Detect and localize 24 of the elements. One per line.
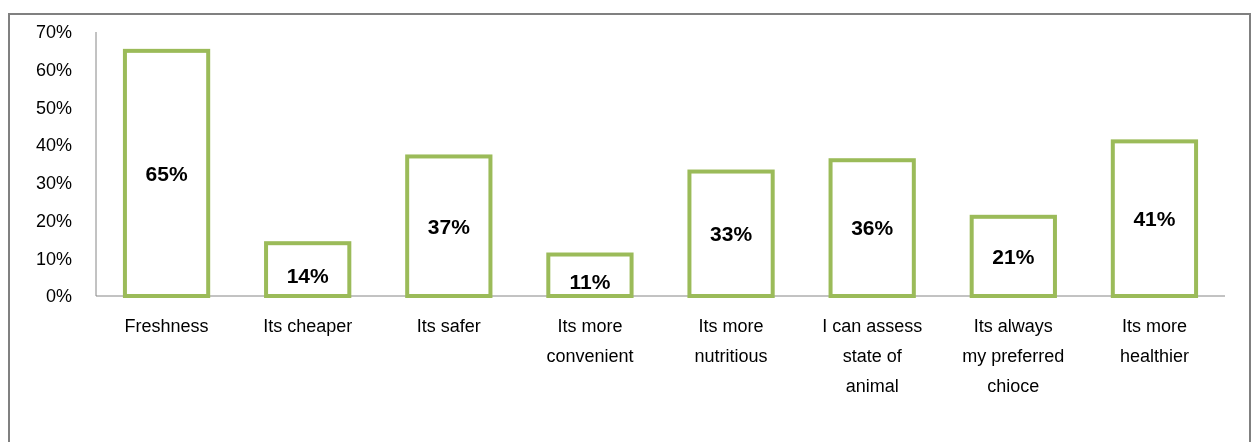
x-tick-label: Its more healthier: [1119, 316, 1189, 366]
y-tick-label: 30%: [35, 173, 72, 194]
x-tick-label: Its safer: [416, 316, 481, 336]
x-tick-label: I can assess state of animal: [822, 316, 923, 396]
x-tick-label: Its always my preferred chioce: [962, 316, 1065, 396]
x-tick-label: Its more convenient: [546, 316, 634, 366]
data-label: 21%: [992, 244, 1035, 268]
y-tick-label: 60%: [35, 60, 72, 81]
data-label: 37%: [427, 214, 471, 238]
x-tick-label: Its more nutritious: [694, 316, 768, 366]
y-tick-label: 40%: [35, 135, 72, 156]
x-tick-label: Freshness: [124, 316, 209, 336]
data-label: 36%: [851, 216, 894, 240]
data-label: 33%: [710, 222, 753, 246]
y-tick-label: 20%: [35, 210, 72, 231]
data-label: 14%: [286, 263, 330, 287]
data-label: 65%: [145, 161, 188, 185]
y-tick-label: 70%: [35, 22, 72, 43]
data-label: 11%: [569, 269, 611, 293]
x-tick-label: Its cheaper: [263, 316, 353, 336]
y-tick-label: 50%: [35, 97, 72, 118]
y-tick-label: 10%: [35, 248, 72, 269]
y-tick-label: 0%: [45, 286, 72, 307]
data-label: 41%: [1133, 207, 1176, 231]
